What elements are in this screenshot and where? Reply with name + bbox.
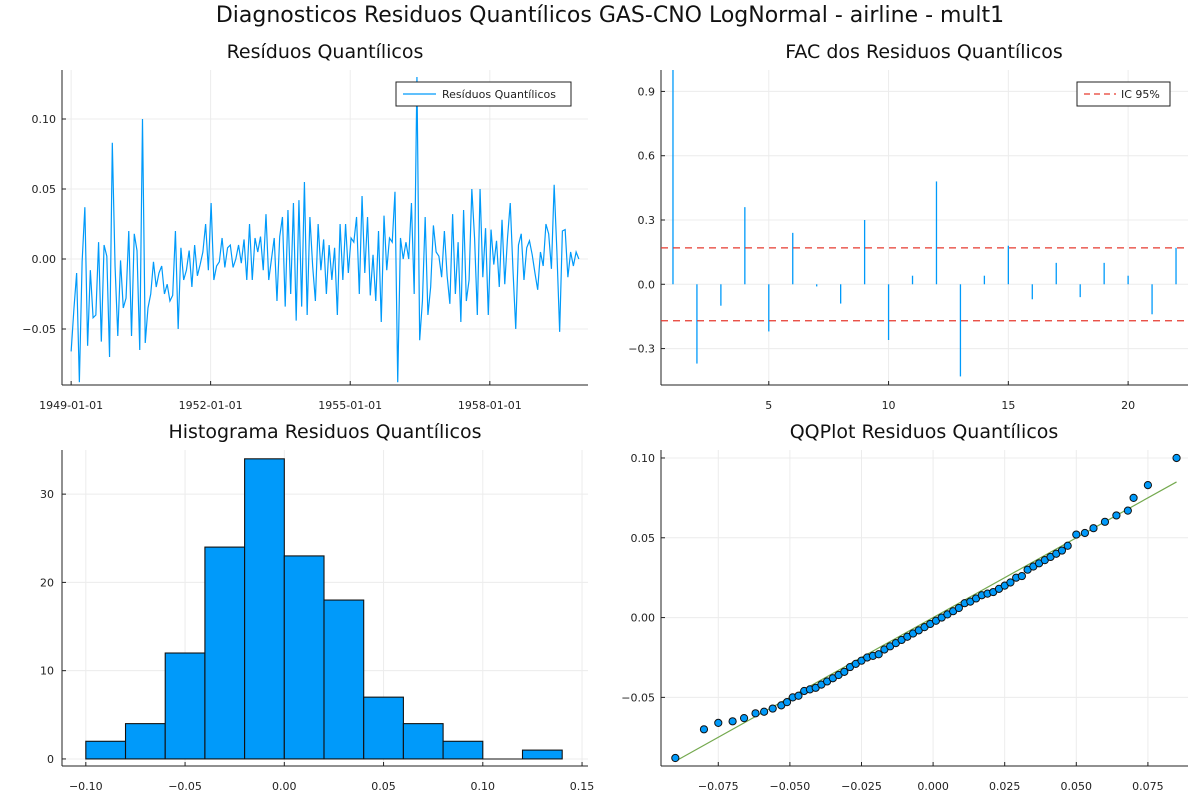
panel-histogram-title: Histograma Residuos Quantílicos <box>168 421 481 443</box>
y-tick-label: 0.00 <box>631 612 656 625</box>
x-tick-label: −0.075 <box>698 780 739 793</box>
y-tick-label: 0.00 <box>32 253 57 266</box>
panel-residuals-title: Resíduos Quantílicos <box>227 41 424 63</box>
y-tick-label: −0.05 <box>22 323 56 336</box>
qq-point <box>714 718 723 728</box>
x-tick-label: −0.05 <box>168 780 202 793</box>
y-tick-label: −0.05 <box>621 691 655 704</box>
x-tick-label: −0.025 <box>841 780 882 793</box>
panel-acf-title: FAC dos Residuos Quantílicos <box>785 41 1063 63</box>
acf-legend-box <box>1076 81 1171 107</box>
y-tick-label: 30 <box>40 488 54 501</box>
y-tick-label: −0.3 <box>628 343 655 356</box>
y-tick-label: 0.9 <box>638 85 656 98</box>
histogram-bar <box>244 458 285 760</box>
x-tick-label: 0.05 <box>371 780 396 793</box>
qq-point <box>840 667 849 676</box>
residuals-legend: Resíduos Quantílicos <box>395 81 572 107</box>
y-tick-label: 10 <box>40 665 54 678</box>
histogram-bar <box>204 546 246 760</box>
y-tick-label: 0.6 <box>638 150 656 163</box>
qq-point <box>671 753 680 763</box>
panel-residuals: Resíduos Quantílicos 1949-01-01 1952-01-0… <box>22 41 588 412</box>
panel-qqplot-title: QQPlot Residuos Quantílicos <box>790 421 1059 443</box>
panel-acf: FAC dos Residuos Quantílicos 5 10 15 20 −0.3… <box>628 41 1188 412</box>
x-tick-label: 1949-01-01 <box>39 399 103 412</box>
qq-point <box>760 707 769 716</box>
x-tick-label: 20 <box>1121 399 1135 412</box>
qq-point <box>1057 546 1067 555</box>
qq-point <box>782 698 792 707</box>
x-tick-label: 0.050 <box>1061 780 1093 793</box>
qq-point <box>794 691 803 700</box>
qq-point <box>751 709 760 718</box>
y-tick-label: 0.0 <box>638 278 656 291</box>
histogram-bar <box>402 723 444 760</box>
y-tick-label: 0 <box>47 753 54 766</box>
qq-point <box>1006 578 1015 587</box>
histogram-bar <box>323 599 365 760</box>
qq-point <box>954 603 963 613</box>
qq-point <box>699 725 709 734</box>
qq-point <box>1129 493 1138 502</box>
y-tick-label: 0.10 <box>32 113 57 126</box>
histogram-bar <box>85 740 127 760</box>
y-tick-label: 0.10 <box>631 452 656 465</box>
x-tick-label: −0.10 <box>69 780 103 793</box>
panel-qqplot: QQPlot Residuos Quantílicos −0.075 −0.050… <box>621 421 1188 793</box>
x-tick-label: 0.025 <box>989 780 1021 793</box>
qq-point <box>1080 528 1089 538</box>
residuals-series-line <box>70 76 580 383</box>
histogram-bar <box>442 740 484 760</box>
x-tick-label: 15 <box>1001 399 1015 412</box>
panel-histogram: Histograma Residuos Quantílicos −0.10 −0.… <box>40 421 594 793</box>
x-tick-label: 1952-01-01 <box>179 399 243 412</box>
histogram-bar <box>164 652 206 760</box>
histogram-bar <box>283 555 325 760</box>
figure-title: Diagnosticos Residuos Quantílicos GAS-CN… <box>216 3 1004 28</box>
histogram-bar <box>521 749 563 760</box>
qq-point <box>1072 530 1081 539</box>
qq-point <box>1089 524 1098 533</box>
qq-point <box>728 717 737 726</box>
histogram-bar <box>363 696 404 760</box>
qq-point <box>1143 481 1153 490</box>
x-tick-label: 5 <box>765 399 772 412</box>
qq-point <box>768 704 777 713</box>
x-tick-label: 0.000 <box>917 780 949 793</box>
y-tick-label: 20 <box>40 576 54 589</box>
residuals-legend-box <box>395 81 572 107</box>
residuals-legend-label: Resíduos Quantílicos <box>442 88 556 101</box>
qq-point <box>739 714 749 723</box>
x-tick-label: −0.050 <box>770 780 811 793</box>
y-tick-label: 0.05 <box>32 183 57 196</box>
y-tick-label: 0.05 <box>631 532 656 545</box>
qq-point <box>1100 517 1110 526</box>
x-tick-label: 1958-01-01 <box>458 399 522 412</box>
y-tick-label: 0.3 <box>638 214 656 227</box>
qq-point <box>1017 571 1026 581</box>
qq-point <box>1112 511 1121 520</box>
x-tick-label: 0.075 <box>1132 780 1164 793</box>
x-tick-label: 0.15 <box>570 780 595 793</box>
acf-legend: IC 95% <box>1076 81 1171 107</box>
x-tick-label: 0.00 <box>272 780 297 793</box>
acf-legend-label: IC 95% <box>1121 88 1160 101</box>
qq-point <box>1172 453 1181 463</box>
x-tick-label: 1955-01-01 <box>318 399 382 412</box>
histogram-bar <box>124 723 166 760</box>
x-tick-label: 0.10 <box>471 780 496 793</box>
qq-point <box>1063 541 1072 550</box>
x-tick-label: 10 <box>882 399 896 412</box>
qq-point <box>874 650 883 659</box>
qq-point <box>1123 506 1132 515</box>
